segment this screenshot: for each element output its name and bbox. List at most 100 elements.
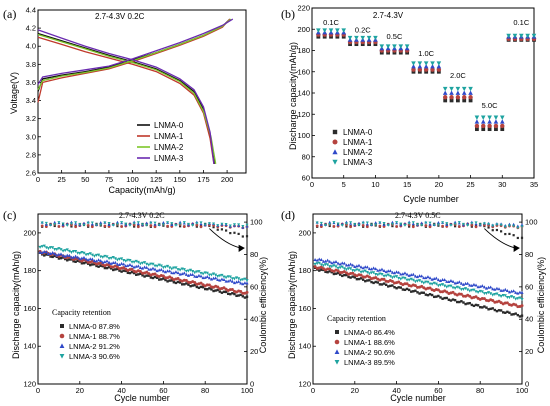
capacity-point-lnma-2	[403, 271, 407, 275]
efficiency-point-lnma-3	[199, 221, 203, 225]
efficiency-point-lnma-1	[44, 225, 48, 229]
panel-a-annotation: 2.7-4.3V 0.2C	[95, 12, 145, 21]
panel-b-y-tick-label: 80	[302, 152, 310, 161]
capacity-point-lnma-3	[74, 249, 78, 253]
panel-a-x-tick-label: 200	[221, 175, 234, 184]
efficiency-point-lnma-0	[520, 236, 524, 239]
panel-a-x-tick-label: 175	[197, 175, 210, 184]
capacity-point-lnma-2	[466, 281, 470, 285]
capacity-point-lnma-3	[380, 272, 384, 276]
efficiency-point-lnma-1	[57, 225, 61, 228]
capacity-point-lnma-1	[445, 290, 449, 294]
capacity-point-lnma-1	[438, 290, 442, 294]
capacity-point-lnma-0	[420, 291, 423, 294]
capacity-point-lnma-3	[503, 294, 507, 298]
capacity-point-lnma-3	[69, 250, 74, 254]
capacity-point-lnma-2	[319, 258, 323, 262]
capacity-point-lnma-2	[413, 274, 418, 278]
panel-c-x-tick-label: 100	[241, 386, 254, 395]
capacity-point-lnma-2	[214, 276, 218, 280]
efficiency-point-lnma-3	[61, 222, 65, 226]
capacity-point-lnma-2	[99, 259, 103, 263]
capacity-point-lnma-2	[344, 263, 349, 267]
capacity-point-lnma-3	[53, 248, 57, 252]
capacity-point-lnma-0	[435, 295, 438, 298]
capacity-point-lnma-3	[422, 281, 426, 285]
efficiency-point-lnma-3	[195, 222, 199, 225]
capacity-point-lnma-2	[67, 253, 71, 257]
capacity-point-lnma-0	[243, 296, 247, 299]
capacity-point-lnma-0	[45, 253, 48, 256]
capacity-point-lnma-2	[199, 274, 203, 278]
efficiency-point-lnma-3	[107, 222, 111, 225]
capacity-point-lnma-2	[351, 263, 355, 267]
capacity-point-lnma-0	[487, 308, 490, 311]
legend-marker	[334, 339, 340, 345]
capacity-point-lnma-2	[438, 278, 443, 282]
efficiency-point-lnma-3	[407, 222, 411, 226]
capacity-point-lnma-1	[514, 303, 518, 307]
capacity-point-lnma-3	[468, 289, 472, 293]
capacity-point-lnma-3	[384, 274, 388, 278]
capacity-point-lnma-0	[391, 284, 394, 287]
capacity-point-lnma-3	[117, 257, 122, 261]
data-point-lnma-3	[436, 61, 442, 66]
capacity-point-lnma-3	[507, 296, 512, 300]
capacity-point-lnma-3	[482, 292, 486, 296]
capacity-point-lnma-1	[451, 290, 455, 294]
panel-b-x-tick-label: 25	[466, 180, 474, 189]
capacity-point-lnma-3	[205, 271, 209, 275]
efficiency-point-lnma-3	[182, 221, 186, 224]
capacity-point-lnma-3	[486, 291, 491, 295]
capacity-point-lnma-2	[482, 285, 486, 289]
efficiency-point-lnma-2	[374, 221, 378, 224]
capacity-point-lnma-0	[130, 270, 134, 274]
panel-d-y2-tick-label: 20	[525, 347, 533, 356]
capacity-point-lnma-2	[491, 287, 495, 291]
efficiency-point-lnma-3	[332, 221, 336, 224]
capacity-point-lnma-2	[40, 251, 44, 255]
capacity-point-lnma-3	[71, 249, 76, 253]
capacity-point-lnma-2	[346, 263, 351, 267]
data-point-lnma-2	[487, 119, 492, 124]
series-lnma-3-discharge-curve	[37, 29, 215, 164]
panel-b-y-tick-label: 100	[297, 131, 310, 140]
panel-a-x-tick-label: 25	[57, 175, 65, 184]
data-point-lnma-3	[379, 44, 385, 49]
efficiency-point-lnma-2	[145, 221, 149, 225]
panel-d-x-tick-label: 80	[476, 386, 484, 395]
capacity-point-lnma-3	[313, 262, 317, 266]
capacity-point-lnma-1	[480, 297, 484, 301]
panel-c-x-tick-label: 0	[36, 386, 40, 395]
panel-d-y2-tick-label: 80	[525, 250, 533, 259]
capacity-point-lnma-3	[357, 269, 361, 273]
capacity-point-lnma-2	[186, 273, 191, 277]
efficiency-point-lnma-3	[395, 221, 399, 224]
capacity-point-lnma-0	[462, 301, 465, 304]
efficiency-point-lnma-2	[161, 220, 165, 224]
efficiency-point-lnma-3	[157, 223, 161, 227]
efficiency-point-lnma-2	[357, 221, 361, 225]
capacity-point-lnma-2	[388, 269, 392, 273]
capacity-point-lnma-2	[241, 282, 245, 286]
capacity-point-lnma-3	[161, 266, 165, 270]
capacity-point-lnma-1	[520, 304, 524, 308]
capacity-point-lnma-0	[158, 278, 161, 281]
capacity-point-lnma-2	[132, 265, 136, 269]
efficiency-point-lnma-3	[128, 224, 132, 227]
capacity-point-lnma-2	[168, 269, 172, 273]
data-point-lnma-1	[468, 95, 473, 100]
data-point-lnma-3	[385, 44, 391, 49]
capacity-point-lnma-0	[176, 280, 180, 284]
capacity-point-lnma-0	[501, 311, 505, 314]
capacity-point-lnma-2	[245, 281, 249, 285]
rate-label: 5.0C	[482, 101, 498, 110]
panel-c-ylabel: Discharge capacity(mAh/g)	[11, 251, 21, 359]
efficiency-point-lnma-3	[420, 223, 424, 227]
data-point-lnma-1	[417, 67, 423, 72]
panel-d-y-tick-label: 180	[298, 266, 311, 275]
capacity-point-lnma-3	[407, 278, 411, 282]
efficiency-point-lnma-2	[390, 220, 394, 224]
capacity-point-lnma-0	[330, 271, 334, 274]
efficiency-point-lnma-3	[53, 223, 57, 226]
